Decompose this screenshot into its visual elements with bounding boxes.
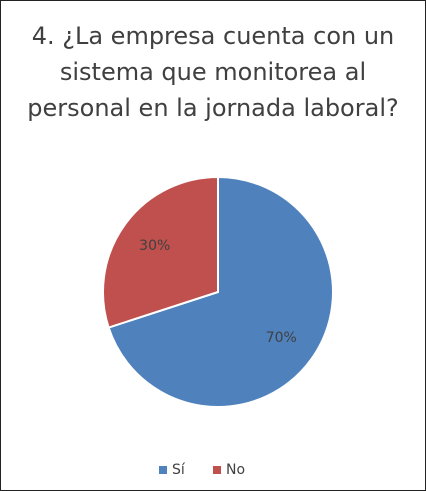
pie-slice [102,175,219,329]
data-label: 30% [139,238,170,254]
legend-swatch [159,466,167,474]
legend-label: No [226,462,245,478]
chart-title: 4. ¿La empresa cuenta con un sistema que… [27,22,399,122]
pie-slice [107,175,334,408]
legend-label: Sí [172,462,186,478]
data-label: 70% [266,330,297,346]
legend-swatch [213,466,221,474]
